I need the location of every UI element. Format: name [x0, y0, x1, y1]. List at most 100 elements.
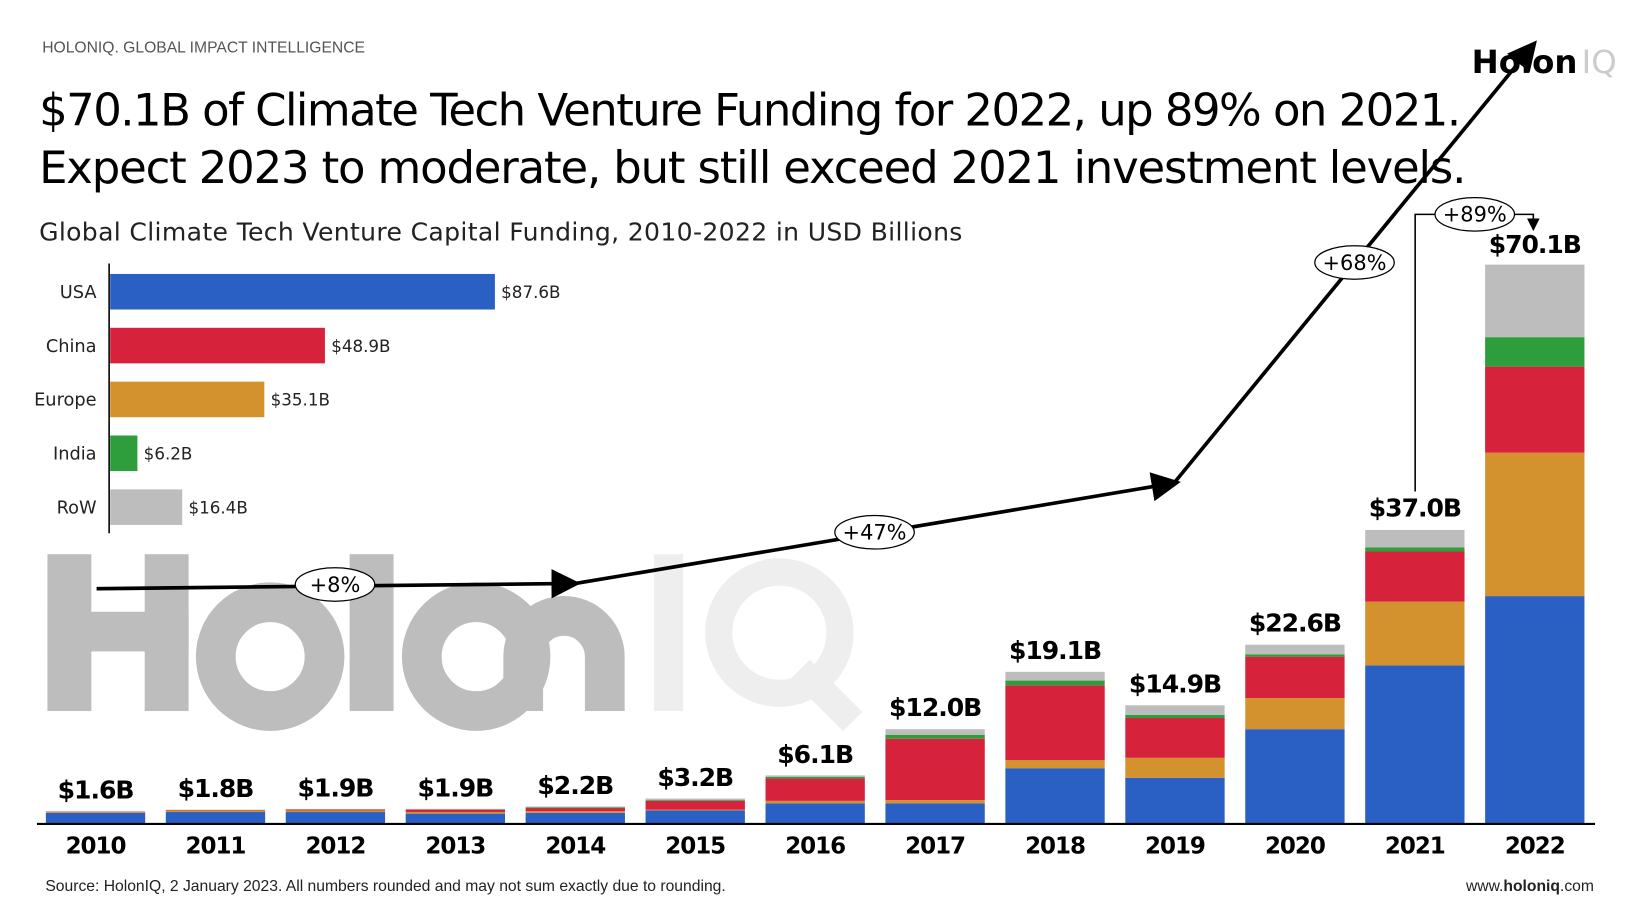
bar-segment-usa [1485, 596, 1585, 824]
bar-segment-china [645, 800, 745, 810]
x-tick-label: 2014 [545, 833, 605, 859]
bar-row [110, 489, 183, 525]
bar-segment-row [1005, 671, 1105, 681]
bar-segment-china [1485, 366, 1585, 453]
bar-segment-europe [1125, 757, 1225, 778]
x-tick-label: 2016 [785, 833, 845, 859]
bar-segment-india [1125, 714, 1225, 719]
watermark-iq-shape [653, 554, 863, 732]
growth-label: +89% [1443, 203, 1507, 227]
total-label: $37.0B [1369, 494, 1461, 523]
bar-china [110, 327, 325, 364]
bar-segment-usa [885, 803, 985, 824]
bar-segment-usa [1125, 777, 1225, 824]
bar-segment-usa [765, 803, 865, 824]
x-tick-label: 2018 [1025, 833, 1085, 859]
bar-segment-row [765, 775, 865, 777]
page-title-line2: Expect 2023 to moderate, but still excee… [39, 141, 1466, 194]
bar-segment-usa [405, 813, 506, 824]
yearly-stacked-bar-chart: $1.6B 2010 $1.8B 2011 $1.9B 2012 $1.9B 2013 $2.2… [45, 230, 1585, 859]
total-label: $1.6B [58, 776, 134, 805]
bar-segment-china [525, 808, 625, 812]
bar-europe [110, 381, 265, 418]
watermark-holon-shape [47, 554, 625, 731]
bar-usa [110, 273, 495, 310]
bar-segment-usa [1245, 729, 1345, 824]
growth-label: +8% [310, 573, 361, 597]
category-label: Europe [34, 391, 96, 411]
data-label: $35.1B [271, 390, 330, 410]
bar-segment-india [645, 800, 745, 801]
category-label: USA [60, 283, 97, 303]
holoniq-logo: Holon IQ [1472, 43, 1617, 81]
bar-segment-row [1485, 264, 1585, 338]
website-url: www.holoniq.com [1465, 878, 1594, 895]
total-label: $6.1B [777, 740, 853, 769]
x-tick-label: 2012 [305, 833, 365, 859]
growth-label: +47% [843, 521, 907, 545]
total-label: $12.0B [889, 693, 981, 722]
bar-segment-row [1365, 529, 1465, 548]
growth-badge [834, 514, 915, 550]
bar-segment-india [525, 807, 625, 809]
bar-segment-row [885, 729, 985, 735]
x-tick-label: 2015 [665, 833, 725, 859]
growth-badge [1434, 197, 1516, 232]
total-label: $1.9B [417, 773, 493, 802]
x-tick-label: 2010 [66, 833, 126, 859]
chart-subtitle: Global Climate Tech Venture Capital Fund… [39, 218, 962, 247]
bar-segment-usa [525, 812, 625, 824]
kicker: HOLONIQ. GLOBAL IMPACT INTELLIGENCE [42, 39, 365, 56]
data-label: $48.9B [331, 336, 390, 356]
bar-segment-china [285, 809, 386, 811]
bar-segment-row [1125, 705, 1225, 715]
logo-bold: Holon [1472, 43, 1578, 81]
x-tick-label: 2019 [1145, 833, 1205, 859]
bar-segment-europe [285, 810, 386, 813]
page-title-line1: $70.1B of Climate Tech Venture Funding f… [39, 83, 1461, 136]
total-label: $14.9B [1129, 670, 1221, 699]
category-label: China [46, 337, 97, 357]
total-label: $22.6B [1249, 608, 1341, 637]
bar-segment-europe [1005, 760, 1105, 769]
bar-segment-china [1365, 551, 1465, 602]
data-label: $16.4B [188, 497, 247, 517]
bar-segment-india [885, 734, 985, 739]
growth-annotations: +8% +47% +68% +89% [96, 40, 1540, 602]
bar-segment-usa [1005, 768, 1105, 824]
bar-segment-india [1005, 680, 1105, 686]
total-label: $2.2B [537, 771, 613, 800]
x-tick-label: 2017 [905, 833, 965, 859]
total-label: $3.2B [657, 763, 733, 792]
bar-segment-row [645, 798, 745, 801]
source-note: Source: HolonIQ, 2 January 2023. All num… [45, 878, 725, 895]
bar-segment-row [1245, 644, 1345, 655]
bar-segment-europe [405, 812, 506, 814]
x-tick-label: 2020 [1265, 833, 1325, 859]
bar-segment-usa [1365, 665, 1465, 824]
bar-segment-usa [45, 812, 146, 824]
x-tick-label: 2011 [186, 833, 246, 859]
bar-segment-india [765, 776, 865, 779]
bar-segment-europe [1245, 698, 1345, 730]
x-tick-label: 2021 [1385, 833, 1445, 859]
growth-badge [1314, 245, 1395, 280]
total-label: $1.8B [178, 774, 254, 803]
bar-segment-europe [165, 810, 266, 813]
bar-segment-china [765, 778, 865, 801]
logo-light: IQ [1582, 43, 1617, 81]
bar-segment-india [1365, 547, 1465, 552]
data-label: $6.2B [144, 444, 193, 464]
watermark-logo [47, 554, 863, 732]
bar-segment-india [1245, 654, 1345, 657]
url-prefix: www. [1465, 878, 1503, 895]
category-label: India [53, 445, 97, 465]
bar-segment-usa [285, 812, 386, 824]
bar-segment-india [1485, 337, 1585, 367]
bar-segment-europe [1365, 601, 1465, 666]
bar-segment-europe [645, 809, 745, 811]
x-tick-label: 2022 [1505, 833, 1565, 859]
bar-segment-europe [45, 812, 146, 813]
x-tick-label: 2013 [425, 833, 485, 859]
